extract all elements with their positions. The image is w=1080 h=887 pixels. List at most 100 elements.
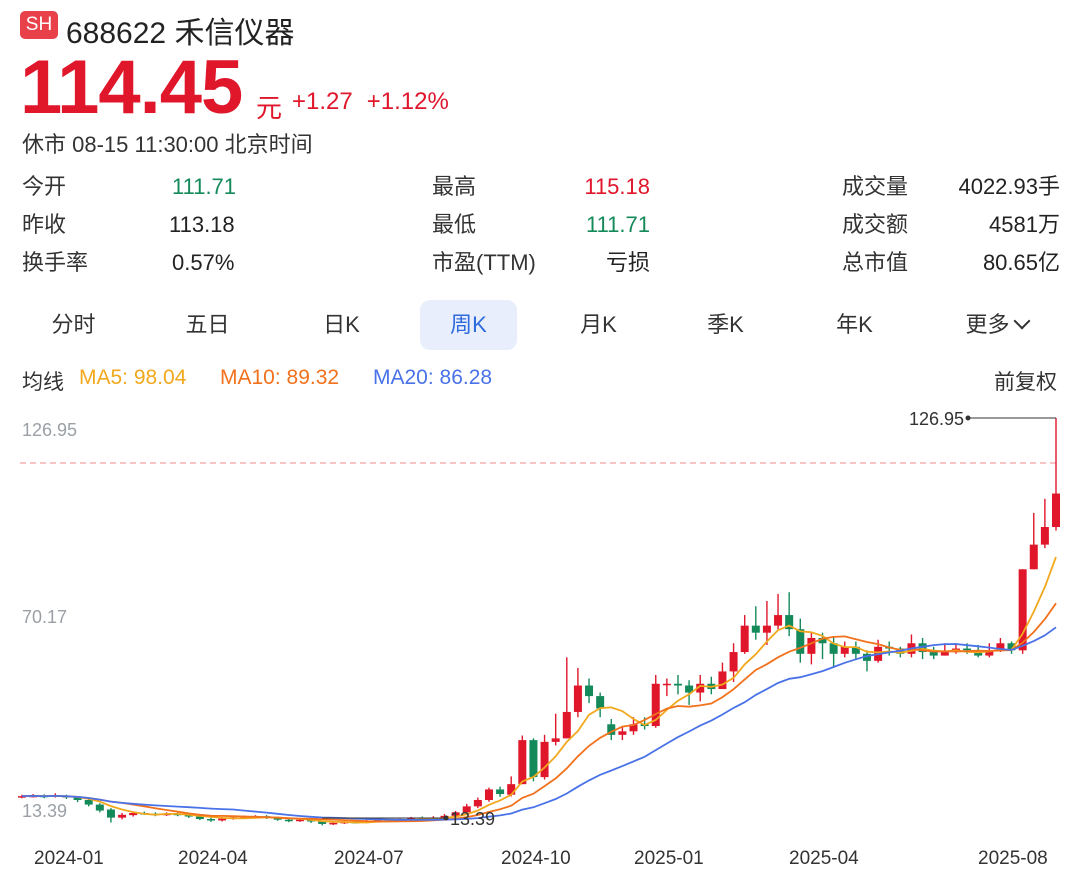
amount-label: 成交额	[842, 212, 909, 237]
candle-body	[940, 652, 949, 656]
candle-body	[1018, 569, 1027, 651]
turnover-label: 换手率	[22, 250, 89, 275]
tab-intraday[interactable]: 分时	[51, 312, 96, 337]
change-amount: +1.27	[292, 88, 353, 115]
ma5-line	[21, 556, 1057, 824]
volume-value: 4022.93手	[958, 174, 1060, 199]
candle-body	[195, 816, 204, 820]
ma20-value: MA20: 86.28	[373, 366, 493, 389]
market-badge: SH	[20, 11, 58, 39]
x-tick: 2025-01	[634, 848, 704, 869]
candle-body	[929, 652, 938, 656]
candle-body	[184, 814, 193, 817]
y-tick-bottom: 13.39	[22, 801, 68, 821]
candle-body	[596, 696, 605, 709]
candle-body	[762, 625, 771, 633]
candle-body	[573, 685, 582, 712]
candle-body	[963, 648, 972, 651]
candle-body	[829, 643, 838, 654]
prev-close-label: 昨收	[22, 212, 67, 237]
tab-yearly-k[interactable]: 年K	[836, 312, 873, 337]
candle-body	[518, 740, 527, 785]
candle-body	[84, 800, 93, 805]
candle-body	[774, 615, 783, 626]
candle-body	[318, 821, 327, 824]
y-tick-top: 126.95	[22, 420, 78, 440]
min-marker-label: 13.39	[450, 809, 495, 829]
x-tick: 2024-04	[178, 848, 248, 869]
tab-monthly-k[interactable]: 月K	[580, 312, 617, 337]
high-value: 115.18	[584, 174, 650, 199]
tab-five-day[interactable]: 五日	[185, 312, 230, 337]
candle-body	[106, 809, 115, 818]
tab-daily-k[interactable]: 日K	[323, 312, 360, 337]
current-price: 114.45	[20, 45, 243, 130]
candle-body	[673, 683, 682, 686]
candle-body	[851, 646, 860, 654]
candle-body	[718, 671, 727, 690]
candle-body	[73, 797, 82, 801]
stock-title: 688622 禾信仪器	[66, 17, 295, 50]
turnover-value: 0.57%	[172, 250, 235, 275]
candle-body	[329, 822, 338, 825]
low-label: 最低	[432, 212, 477, 237]
market-status: 休市 08-15 11:30:00 北京时间	[22, 132, 313, 157]
mktcap-label: 总市值	[842, 250, 909, 275]
candle-body	[985, 650, 994, 656]
candle-body	[462, 806, 471, 813]
ma10-value: MA10: 89.32	[220, 366, 340, 389]
candle-body	[473, 800, 482, 807]
ma10-line	[21, 602, 1057, 823]
candle-body	[662, 683, 671, 686]
ma20-line	[21, 626, 1057, 821]
tab-more[interactable]: 更多	[948, 300, 1045, 350]
candle-body	[507, 784, 516, 795]
x-tick: 2024-01	[34, 848, 104, 869]
adjust-mode[interactable]: 前复权	[994, 371, 1057, 394]
candle-body	[1029, 544, 1038, 570]
tab-more-label: 更多	[965, 312, 1010, 337]
amount-value: 4581万	[989, 212, 1060, 237]
candle-body	[118, 814, 127, 818]
x-tick: 2024-07	[334, 848, 404, 869]
candle-body	[207, 819, 216, 821]
x-tick: 2024-10	[501, 848, 571, 869]
candle-body	[273, 817, 282, 820]
ma-legend-label: 均线	[22, 371, 64, 394]
x-tick: 2025-04	[789, 848, 859, 869]
candle-body	[818, 637, 827, 644]
ma5-value: MA5: 98.04	[79, 366, 187, 389]
high-label: 最高	[432, 174, 477, 199]
candle-body	[996, 643, 1005, 651]
candle-body	[284, 819, 293, 822]
candle-body	[129, 813, 138, 816]
candle-body	[840, 646, 849, 654]
tab-quarterly-k[interactable]: 季K	[707, 312, 744, 337]
candle-body	[618, 731, 627, 735]
candle-body	[540, 741, 549, 778]
candle-body	[529, 740, 538, 778]
candle-body	[696, 683, 705, 693]
low-value: 111.71	[585, 212, 650, 237]
open-label: 今开	[22, 174, 67, 199]
candle-body	[562, 711, 571, 739]
volume-label: 成交量	[842, 174, 909, 199]
pe-label: 市盈(TTM)	[432, 250, 536, 275]
kline-chart[interactable]: 126.95 13.39	[0, 400, 1080, 840]
candle-body	[295, 819, 304, 822]
candle-body	[407, 817, 416, 820]
candle-body	[651, 683, 660, 727]
candle-body	[18, 796, 26, 798]
candle-body	[685, 685, 694, 693]
min-marker-dot	[443, 815, 449, 821]
candle-body	[751, 625, 760, 633]
chevron-down-icon	[1013, 312, 1030, 330]
tab-weekly-k[interactable]: 周K	[420, 300, 517, 350]
candle-body	[785, 615, 794, 630]
open-value: 111.71	[172, 174, 237, 199]
mktcap-value: 80.65亿	[982, 250, 1060, 275]
candle-body	[496, 789, 505, 795]
prev-close-value: 113.18	[169, 212, 235, 237]
price-change: +1.27 +1.12%	[292, 88, 449, 116]
pe-value: 亏损	[605, 250, 650, 275]
